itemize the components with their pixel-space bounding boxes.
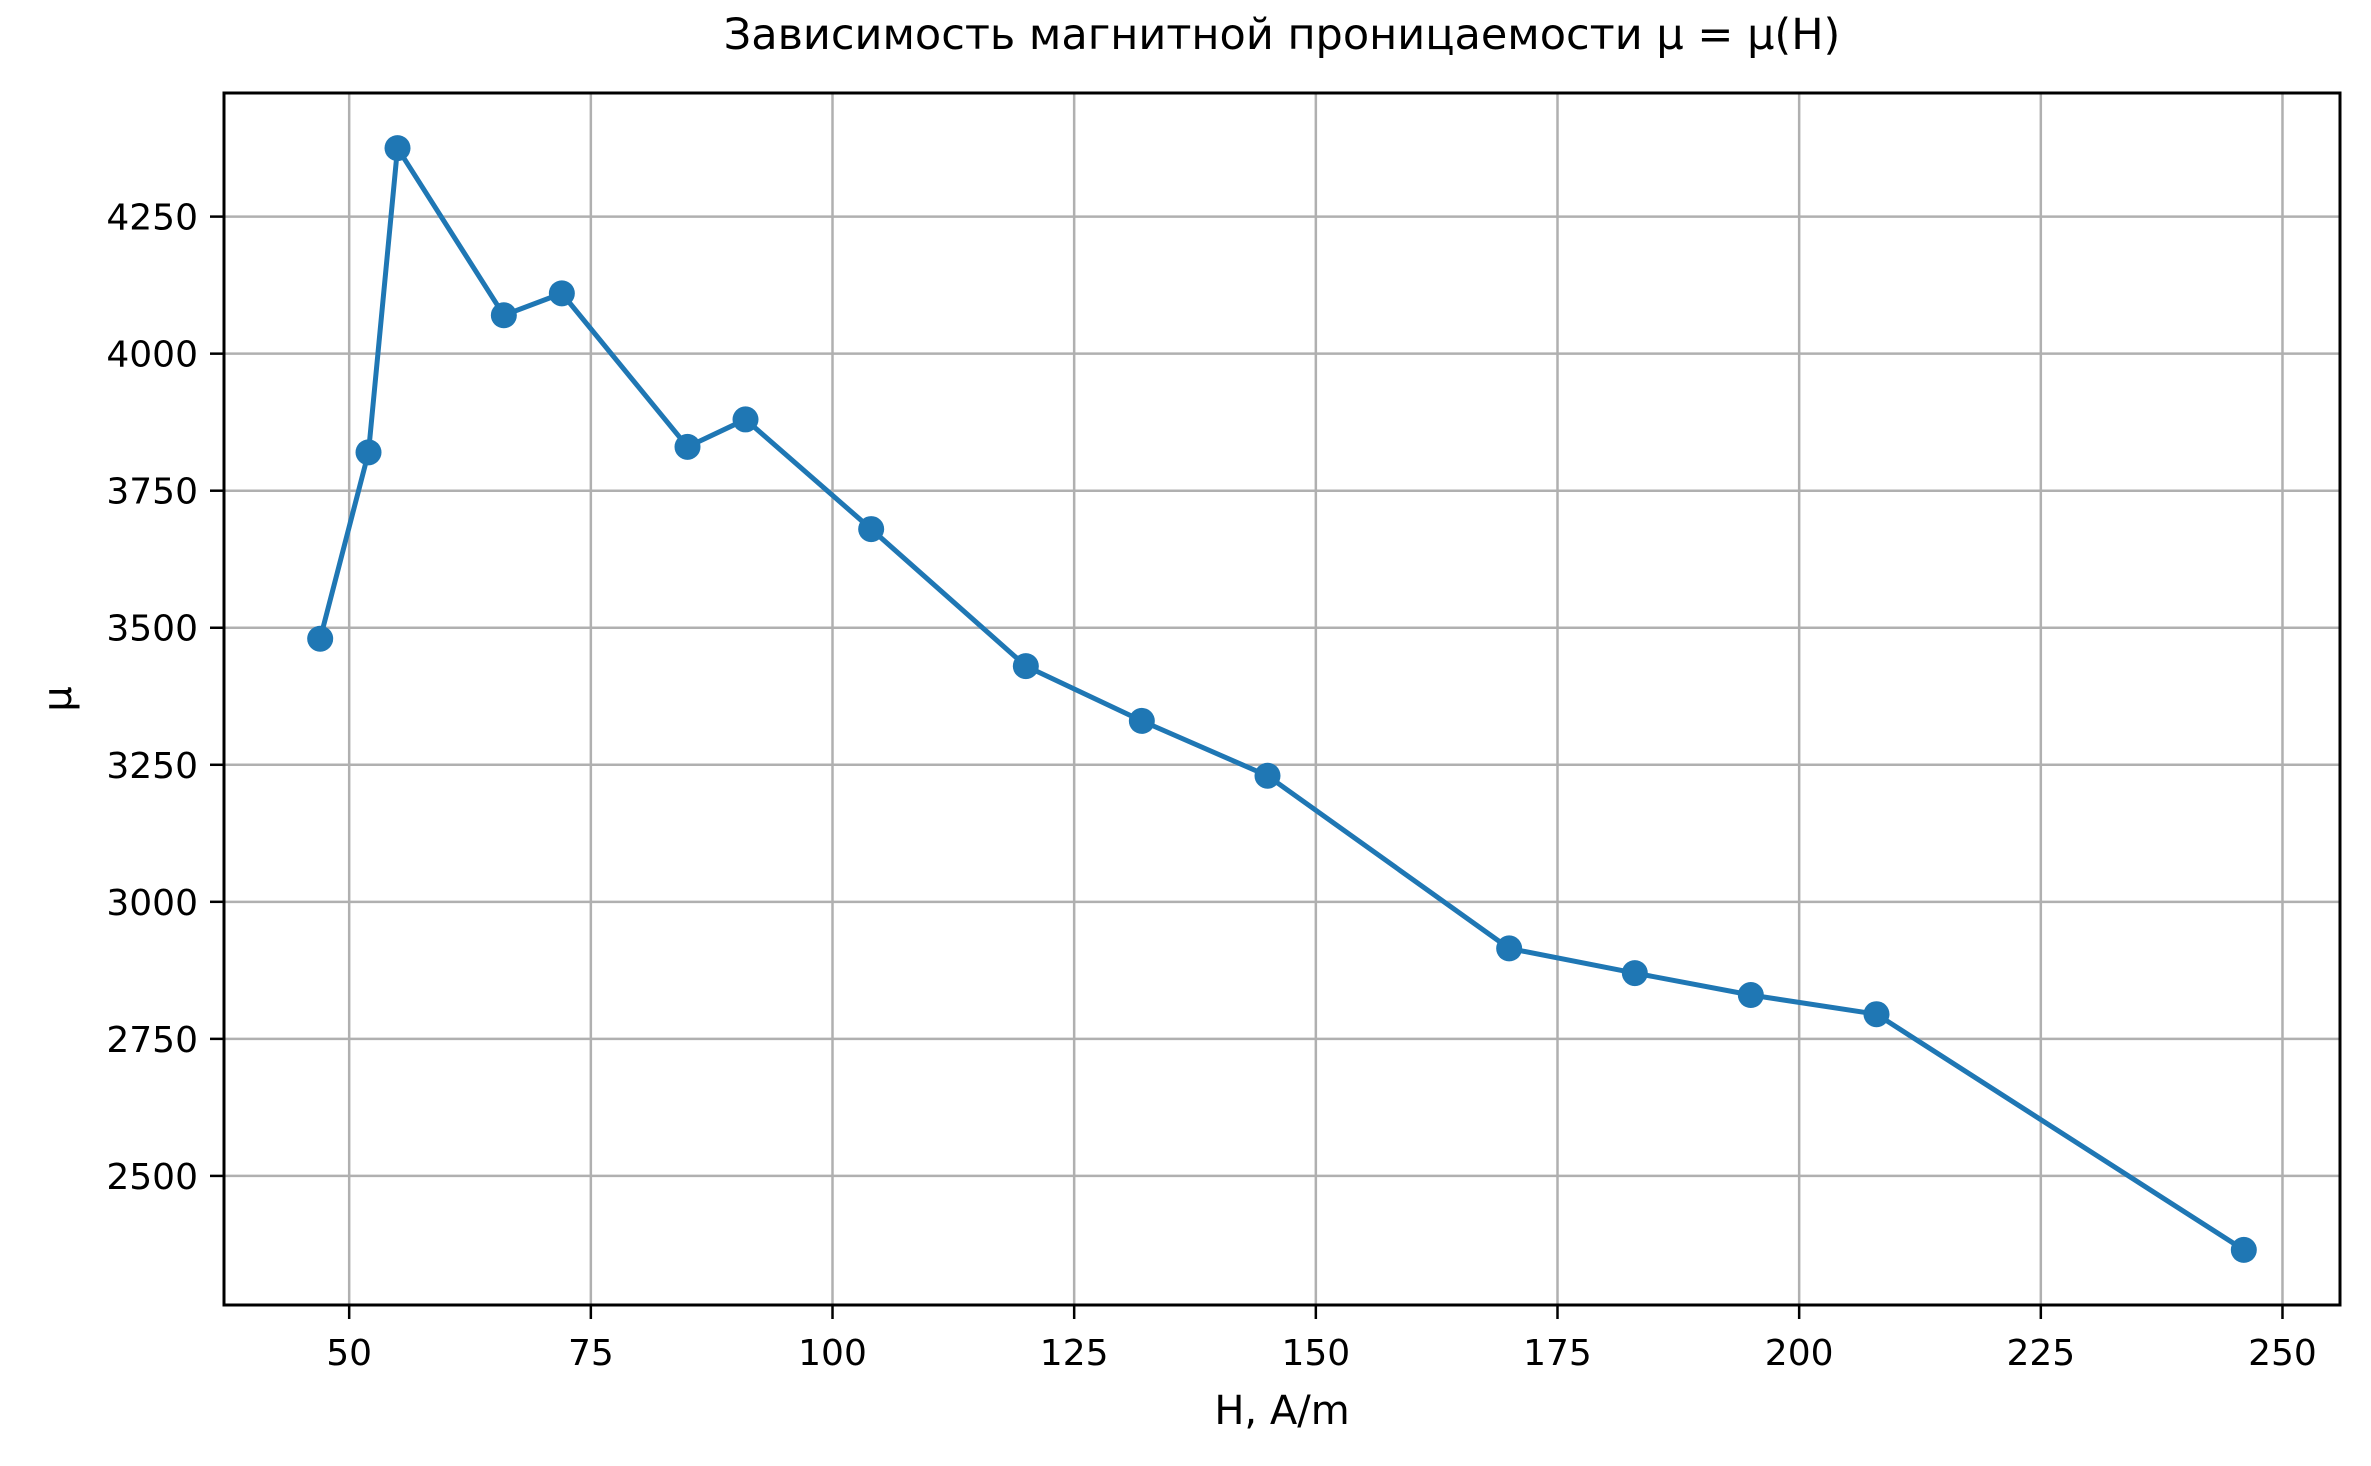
- x-tick-label: 50: [326, 1333, 372, 1374]
- data-point: [1128, 707, 1155, 734]
- data-point: [384, 135, 411, 162]
- data-point: [674, 433, 701, 460]
- y-tick-label: 3500: [106, 609, 198, 650]
- data-point: [307, 625, 334, 652]
- data-line: [317, 145, 2247, 1253]
- x-tick-label: 125: [1040, 1333, 1109, 1374]
- data-point: [1012, 653, 1039, 680]
- chart-title: Зависимость магнитной проницаемости μ = …: [723, 10, 1841, 60]
- data-point: [1863, 1001, 1890, 1028]
- y-tick-label: 3750: [106, 472, 198, 513]
- data-point: [858, 516, 885, 543]
- data-point: [355, 439, 382, 466]
- data-point: [2230, 1236, 2257, 1263]
- data-point: [490, 302, 517, 329]
- x-tick-label: 250: [2248, 1333, 2317, 1374]
- data-point: [548, 280, 575, 307]
- x-tick-label: 225: [2006, 1333, 2075, 1374]
- y-tick-label: 4250: [106, 198, 198, 239]
- x-tick-label: 200: [1765, 1333, 1834, 1374]
- y-tick-label: 2750: [106, 1020, 198, 1061]
- y-tick-label: 3250: [106, 746, 198, 787]
- data-point: [1496, 935, 1523, 962]
- data-point: [1621, 960, 1648, 987]
- data-point: [1737, 982, 1764, 1009]
- x-tick-label: 75: [568, 1333, 614, 1374]
- data-point: [1254, 762, 1281, 789]
- data-point: [732, 406, 759, 433]
- plot-border: [222, 91, 2342, 1307]
- y-tick-label: 4000: [106, 335, 198, 376]
- x-tick-label: 100: [798, 1333, 867, 1374]
- y-tick-label: 2500: [106, 1157, 198, 1198]
- y-tick-label: 3000: [106, 883, 198, 924]
- x-tick-label: 175: [1523, 1333, 1592, 1374]
- x-tick-label: 150: [1281, 1333, 1350, 1374]
- x-axis-label: H, A/m: [1214, 1388, 1350, 1434]
